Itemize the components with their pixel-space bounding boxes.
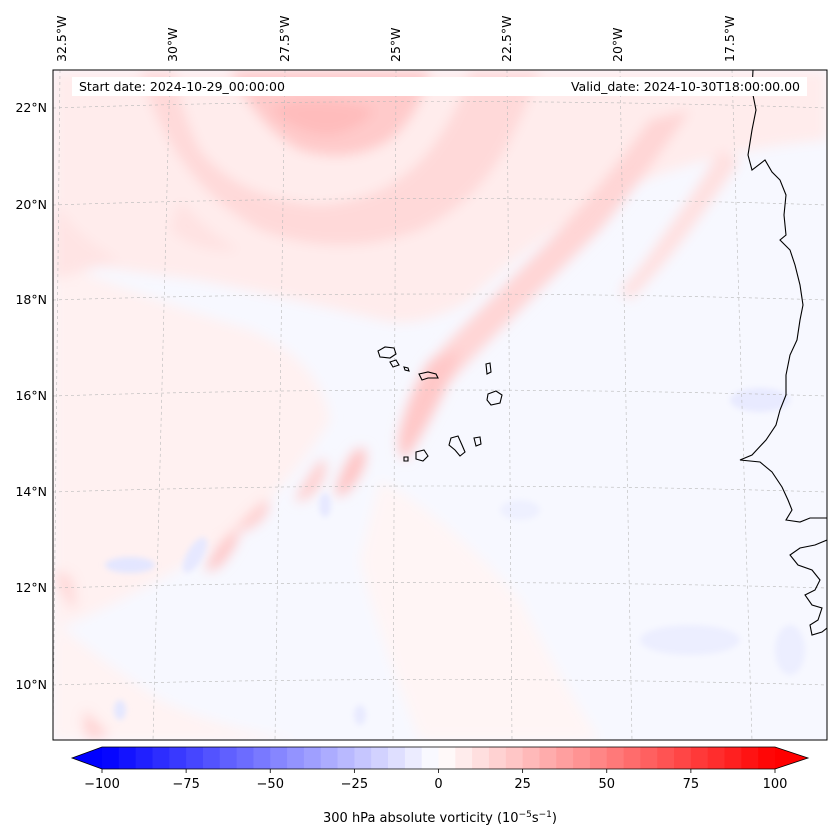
lon-label: 22.5°W xyxy=(499,16,514,62)
colorbar-segment xyxy=(623,747,641,769)
island-brava xyxy=(403,456,409,462)
vorticity-field xyxy=(53,70,827,740)
colorbar-segment xyxy=(253,747,271,769)
africa-coastline xyxy=(739,70,827,636)
colorbar-tick-label: −75 xyxy=(172,777,199,792)
colorbar-segment xyxy=(219,747,238,769)
colorbar-tick-label: −25 xyxy=(341,777,368,792)
colorbar-segment xyxy=(388,747,406,769)
colorbar-tick-label: 100 xyxy=(763,777,788,792)
colorbar-segment xyxy=(287,747,305,769)
gridlines xyxy=(53,70,827,740)
colorbar-tick-label: −50 xyxy=(257,777,284,792)
lat-label: 20°N xyxy=(15,197,47,212)
colorbar-ticks: −100 −75 −50 −25 0 25 50 75 100 xyxy=(84,769,787,792)
lat-label: 10°N xyxy=(15,677,47,692)
colorbar-segment xyxy=(236,747,254,769)
colorbar-segment xyxy=(270,747,288,769)
colorbar-segment xyxy=(488,747,507,769)
lat-label: 14°N xyxy=(15,484,47,499)
lon-label: 30°W xyxy=(165,27,180,62)
colorbar-segment xyxy=(438,747,456,769)
colorbar-tick-label: 75 xyxy=(683,777,700,792)
colorbar-segment xyxy=(135,747,153,769)
colorbar-segment xyxy=(202,747,221,769)
colorbar-segment xyxy=(186,747,204,769)
colorbar-segment xyxy=(505,747,524,769)
island-sao-nicolau xyxy=(418,371,439,381)
colorbar-segment xyxy=(102,747,120,769)
colorbar-tick-label: −100 xyxy=(84,777,120,792)
island-sao-vicente xyxy=(389,359,400,368)
island-sal xyxy=(485,362,492,375)
longitude-labels: 32.5°W 30°W 27.5°W 25°W 22.5°W 20°W 17.5… xyxy=(54,16,737,62)
colorbar-segment xyxy=(354,747,372,769)
colorbar-segment xyxy=(741,747,759,769)
island-fogo xyxy=(415,449,429,462)
lon-label: 27.5°W xyxy=(277,16,292,62)
colorbar-segment xyxy=(118,747,137,769)
coastlines xyxy=(377,70,827,636)
colorbar-segment xyxy=(404,747,423,769)
colorbar-segment xyxy=(522,747,540,769)
island-boa-vista xyxy=(486,390,503,406)
colorbar-segment xyxy=(758,747,776,769)
island-santa-luzia xyxy=(403,366,410,372)
map-frame xyxy=(52,69,828,741)
colorbar-segment xyxy=(573,747,591,769)
island-santiago xyxy=(448,435,466,457)
colorbar-min-extend xyxy=(72,747,102,769)
colorbar-segment xyxy=(320,747,339,769)
colorbar-segment xyxy=(556,747,574,769)
colorbar-segment xyxy=(371,747,389,769)
colorbar-segment xyxy=(303,747,322,769)
lon-label: 20°W xyxy=(610,27,625,62)
colorbar-segment xyxy=(690,747,709,769)
start-date-label: Start date: 2024-10-29_00:00:00 xyxy=(79,79,285,94)
colorbar-segment xyxy=(421,747,439,769)
colorbar-segment xyxy=(640,747,658,769)
lat-label: 18°N xyxy=(15,292,47,307)
colorbar-segments xyxy=(102,747,776,769)
colorbar-segment xyxy=(539,747,557,769)
colorbar-label: 300 hPa absolute vorticity (10−5s−1) xyxy=(323,810,557,826)
colorbar-segment xyxy=(152,747,170,769)
colorbar-segment xyxy=(169,747,187,769)
island-maio xyxy=(473,436,482,447)
colorbar-tick-label: 25 xyxy=(514,777,531,792)
colorbar: −100 −75 −50 −25 0 25 50 75 100 300 hPa absolute… xyxy=(70,746,810,826)
date-header-box xyxy=(72,77,807,96)
lat-label: 12°N xyxy=(15,580,47,595)
colorbar-segment xyxy=(674,747,692,769)
lat-label: 22°N xyxy=(15,100,47,115)
colorbar-segment xyxy=(472,747,490,769)
colorbar-segment xyxy=(707,747,726,769)
colorbar-segment xyxy=(724,747,742,769)
lat-label: 16°N xyxy=(15,388,47,403)
lon-label: 25°W xyxy=(388,27,403,62)
colorbar-segment xyxy=(589,747,608,769)
latitude-labels: 22°N 20°N 18°N 16°N 14°N 12°N 10°N xyxy=(15,100,47,692)
lon-label: 17.5°W xyxy=(722,16,737,62)
colorbar-segment xyxy=(337,747,355,769)
colorbar-max-extend xyxy=(775,747,808,769)
valid-date-label: Valid_date: 2024-10-30T18:00:00.00 xyxy=(571,79,800,94)
colorbar-tick-label: 0 xyxy=(434,777,442,792)
island-santo-antao xyxy=(377,346,397,359)
lon-label: 32.5°W xyxy=(54,16,69,62)
colorbar-segment xyxy=(455,747,473,769)
colorbar-segment xyxy=(606,747,625,769)
colorbar-segment xyxy=(657,747,675,769)
colorbar-tick-label: 50 xyxy=(598,777,615,792)
